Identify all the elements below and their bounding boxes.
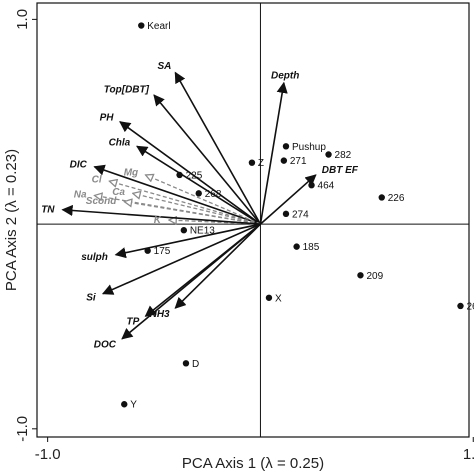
x-tick-label: -1.0 [35, 446, 61, 463]
site-point-209 [357, 272, 364, 279]
site-label-209: 209 [366, 271, 383, 282]
y-tick-label: -1.0 [14, 416, 31, 442]
vector-doc [121, 223, 261, 340]
vector-label-doc: DOC [94, 339, 117, 350]
vector-sa [174, 71, 262, 225]
site-label-464: 464 [318, 181, 335, 192]
vector-dic [93, 164, 261, 225]
vector-label-sulph: sulph [81, 252, 108, 263]
site-label-265: 265 [466, 301, 474, 312]
site-points: Kearl Pushup 282 271 225 Z 268 464 226 274 NE13 175… [121, 21, 474, 411]
vector-label-dbt-ef: DBT EF [322, 165, 359, 176]
site-label-kearl: Kearl [147, 21, 170, 32]
vector-sulph [114, 223, 261, 259]
y-tick-label: 1.0 [14, 9, 31, 30]
site-label-268: 268 [205, 189, 222, 200]
vector-label-na: Na [74, 190, 87, 201]
vector-depth [259, 81, 288, 225]
vector-label-tp: TP [127, 317, 140, 328]
site-point-225 [176, 171, 183, 179]
site-label-z: Z [258, 158, 264, 169]
site-point-x [265, 294, 273, 301]
vector-chla [136, 145, 261, 225]
vector-dbt-ef [259, 174, 317, 225]
site-label-225: 225 [186, 170, 203, 181]
site-point-226 [378, 194, 385, 201]
vector-label-mg: Mg [124, 167, 138, 178]
site-label-d: D [192, 359, 199, 370]
vector-label-k: K [154, 215, 162, 226]
vector-ph [119, 121, 261, 225]
site-label-282: 282 [335, 150, 352, 161]
site-label-ne13: NE13 [190, 226, 215, 237]
vector-mg [146, 175, 261, 225]
axis-ticks: -1.0 1.0 -1.0 1.0 [14, 9, 474, 463]
site-point-y [121, 401, 128, 408]
vector-top-dbt [153, 94, 262, 225]
site-label-175: 175 [154, 246, 171, 257]
vector-label-nh3: NH3 [150, 309, 170, 320]
vector-label-depth: Depth [271, 70, 299, 81]
vector-cl [109, 181, 261, 225]
x-axis-title: PCA Axis 1 (λ = 0.25) [182, 455, 324, 472]
site-point-271 [280, 157, 288, 164]
plot-frame [36, 2, 470, 438]
vector-scond [124, 202, 261, 225]
x-tick-label: 1.0 [463, 446, 474, 463]
site-point-pushup [282, 143, 290, 150]
site-label-y: Y [130, 400, 137, 411]
site-point-ne13 [180, 227, 188, 234]
site-point-464 [308, 181, 315, 189]
vector-ca [133, 193, 261, 225]
vector-label-tn: TN [41, 205, 55, 216]
y-axis-title: PCA Axis 2 (λ = 0.23) [3, 149, 20, 291]
site-point-265 [457, 302, 464, 310]
site-label-185: 185 [303, 242, 320, 253]
vector-label-scond: Scond [86, 196, 117, 207]
site-label-226: 226 [388, 193, 405, 204]
vector-nh3 [174, 223, 262, 309]
site-point-185 [293, 243, 300, 250]
site-label-271: 271 [290, 156, 307, 167]
site-label-pushup: Pushup [292, 142, 326, 153]
site-point-z [248, 159, 256, 166]
vector-tn [61, 204, 261, 225]
site-point-175 [144, 247, 151, 254]
vector-arrows [61, 71, 317, 340]
vector-label-si: Si [86, 292, 96, 303]
site-point-282 [325, 151, 332, 158]
vector-na [94, 195, 261, 225]
site-point-d [182, 360, 190, 367]
vector-si [101, 223, 261, 295]
vector-label-sa: SA [157, 61, 171, 72]
site-point-268 [195, 190, 202, 197]
site-point-274 [282, 210, 290, 218]
site-label-x: X [275, 293, 282, 304]
vector-label-cl: Cl [92, 174, 102, 185]
vector-label-ca: Ca [112, 187, 125, 198]
site-point-kearl [138, 22, 145, 29]
site-label-274: 274 [292, 209, 309, 220]
vector-label-top-dbt: Top[DBT] [104, 84, 150, 95]
vector-label-ph: PH [100, 113, 115, 124]
vector-label-dic: DIC [70, 160, 88, 171]
vector-label-chla: Chla [109, 138, 131, 149]
